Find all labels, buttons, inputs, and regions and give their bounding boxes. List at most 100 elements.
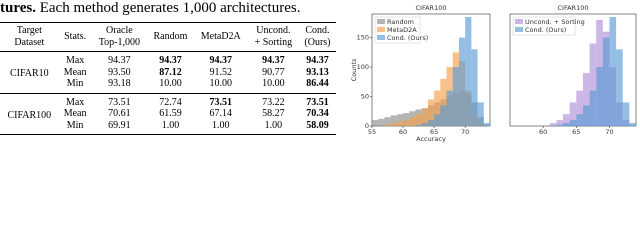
x-axis-label: Accuracy bbox=[416, 135, 446, 143]
hist-bar bbox=[569, 120, 577, 126]
cell: 67.14 bbox=[209, 108, 233, 119]
hist-bar bbox=[569, 102, 577, 126]
hist-bar bbox=[403, 120, 410, 126]
hist-bar bbox=[440, 105, 447, 126]
cell: 58.09 bbox=[306, 119, 329, 131]
header-line: Uncond. bbox=[256, 25, 291, 36]
hist-bar bbox=[415, 124, 422, 126]
x-tick-label: 55 bbox=[368, 128, 376, 136]
results-table: Target Dataset Stats. Oracle Top-1,000 Ran… bbox=[0, 22, 336, 135]
cell: 93.50 bbox=[108, 66, 131, 78]
hist-bar bbox=[434, 90, 441, 126]
y-tick-label: 0 bbox=[365, 122, 369, 130]
hist-bar bbox=[576, 90, 583, 126]
header-line: (Ours) bbox=[304, 36, 331, 48]
header-line: MetaD2A bbox=[200, 30, 241, 42]
dataset-cell: CIFAR100 bbox=[7, 109, 52, 121]
row: Mean 70.61 61.59 67.14 58.27 70.34 bbox=[0, 108, 336, 120]
cell: Min bbox=[66, 119, 84, 131]
caption-lead: tures. bbox=[0, 0, 36, 16]
hist-bar bbox=[549, 123, 557, 126]
header-line: + Sorting bbox=[254, 36, 293, 48]
cell: 10.00 bbox=[159, 78, 182, 89]
row: Mean 93.50 87.12 91.52 90.77 93.13 bbox=[0, 67, 336, 79]
cell: 93.18 bbox=[108, 78, 131, 89]
cell: 73.51 bbox=[108, 96, 131, 108]
hist-bar bbox=[556, 120, 564, 126]
cell: 90.77 bbox=[262, 66, 285, 78]
row: Min 69.91 1.00 1.00 1.00 58.09 bbox=[0, 120, 336, 135]
chart-title: CIFAR100 bbox=[416, 4, 447, 12]
cell: 93.13 bbox=[306, 66, 329, 78]
legend-swatch bbox=[377, 35, 385, 40]
hist-bar bbox=[384, 117, 391, 126]
header-cell: Target Dataset bbox=[0, 23, 59, 52]
x-tick-label: 65 bbox=[430, 128, 438, 136]
cell: 94.37 bbox=[306, 55, 329, 66]
group: CIFAR10 Max 94.37 94.37 94.37 94.37 94.37 Mean… bbox=[0, 52, 336, 93]
cell: 1.00 bbox=[212, 119, 230, 131]
cell: 94.37 bbox=[262, 55, 285, 66]
header-line: Oracle bbox=[106, 25, 133, 36]
cell: 70.61 bbox=[108, 108, 131, 119]
header-line: Top-1,000 bbox=[98, 36, 140, 48]
legend-label: MetaD2A bbox=[387, 26, 417, 34]
group: CIFAR100 Max 73.51 72.74 73.51 73.22 73.51 Mea… bbox=[0, 93, 336, 135]
header-line: Random bbox=[153, 30, 188, 42]
header-line: Cond. bbox=[305, 25, 330, 36]
header-cell: Stats. bbox=[59, 23, 92, 52]
x-tick-label: 70 bbox=[605, 128, 613, 136]
cell: 94.37 bbox=[209, 55, 233, 66]
x-tick-label: 60 bbox=[539, 128, 547, 136]
hist-bar bbox=[477, 102, 484, 126]
cell: 58.27 bbox=[262, 108, 285, 119]
header-cell: Random bbox=[147, 23, 194, 52]
hist-bar bbox=[452, 67, 459, 126]
hist-bar bbox=[589, 43, 597, 127]
cell: 1.00 bbox=[161, 119, 180, 131]
hist-bar bbox=[556, 124, 564, 126]
legend-label: Uncond. + Sorting bbox=[525, 18, 585, 26]
cell: 70.34 bbox=[306, 108, 329, 119]
dataset-cell: CIFAR10 bbox=[9, 68, 49, 79]
hist-bar bbox=[440, 78, 447, 126]
charts: 55 60 65 70 0 50 100 150 CIFAR100 Accuracy Counts R… bbox=[350, 4, 637, 143]
y-tick-label: 150 bbox=[357, 34, 369, 42]
hist-bar bbox=[576, 114, 583, 126]
hist-bar bbox=[458, 37, 466, 126]
cell: Mean bbox=[63, 108, 87, 119]
legend-swatch bbox=[377, 27, 385, 32]
cell: 1.00 bbox=[264, 119, 283, 131]
hist-bar bbox=[563, 114, 570, 126]
legend-swatch bbox=[377, 19, 385, 24]
hist-bar bbox=[434, 114, 441, 126]
y-tick-label: 50 bbox=[361, 93, 369, 101]
cell: 86.44 bbox=[306, 78, 329, 89]
hist-bar bbox=[372, 120, 379, 126]
cell: 69.91 bbox=[108, 119, 131, 131]
header-line: Stats. bbox=[64, 30, 87, 42]
header-cell: Uncond. + Sorting bbox=[248, 23, 299, 52]
hist-bar bbox=[396, 114, 404, 126]
hist-bar bbox=[471, 49, 478, 126]
y-axis-label: Counts bbox=[350, 58, 358, 81]
hist-bar bbox=[616, 49, 623, 126]
hist-bar bbox=[390, 123, 397, 126]
hist-bar bbox=[421, 123, 428, 126]
header-line: Dataset bbox=[14, 36, 45, 48]
hist-bar bbox=[403, 113, 410, 126]
cell: 91.52 bbox=[209, 66, 233, 78]
cell: Max bbox=[65, 55, 85, 66]
hist-bar bbox=[446, 90, 453, 126]
hist-bar bbox=[622, 102, 630, 126]
header-row: Target Dataset Stats. Oracle Top-1,000 Ran… bbox=[0, 22, 336, 52]
hist-bar bbox=[589, 90, 597, 126]
hist-bar bbox=[415, 114, 422, 126]
cell: 61.59 bbox=[159, 108, 182, 119]
hist-bar bbox=[596, 67, 603, 126]
hist-bar bbox=[629, 123, 636, 126]
cell: 94.37 bbox=[159, 55, 182, 66]
header-cell: Cond. (Ours) bbox=[299, 23, 336, 52]
cell: 87.12 bbox=[159, 66, 182, 78]
hist-bar bbox=[427, 99, 435, 126]
